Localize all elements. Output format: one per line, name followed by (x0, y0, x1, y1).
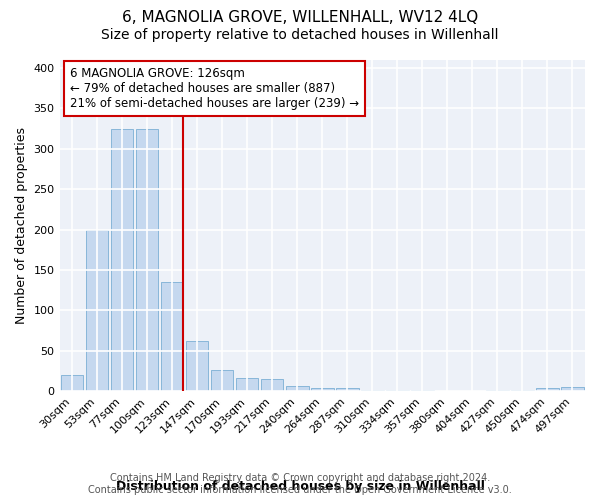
Y-axis label: Number of detached properties: Number of detached properties (15, 127, 28, 324)
Text: 6, MAGNOLIA GROVE, WILLENHALL, WV12 4LQ: 6, MAGNOLIA GROVE, WILLENHALL, WV12 4LQ (122, 10, 478, 25)
Bar (161, 282, 184, 391)
Bar (136, 128, 158, 391)
Text: Size of property relative to detached houses in Willenhall: Size of property relative to detached ho… (101, 28, 499, 42)
Bar (486, 390, 509, 391)
Bar (386, 390, 409, 391)
Bar (361, 390, 383, 391)
Bar (511, 390, 534, 391)
Bar (261, 379, 283, 391)
Bar (86, 230, 109, 391)
Bar (411, 390, 434, 391)
Bar (536, 388, 559, 391)
Bar (61, 375, 83, 391)
Bar (111, 128, 133, 391)
Bar (211, 370, 233, 391)
Bar (236, 378, 259, 391)
Text: Distribution of detached houses by size in Willenhall: Distribution of detached houses by size … (116, 480, 484, 493)
Bar (286, 386, 308, 391)
Text: 6 MAGNOLIA GROVE: 126sqm
← 79% of detached houses are smaller (887)
21% of semi-: 6 MAGNOLIA GROVE: 126sqm ← 79% of detach… (70, 66, 359, 110)
Text: Contains HM Land Registry data © Crown copyright and database right 2024.
Contai: Contains HM Land Registry data © Crown c… (88, 474, 512, 495)
Bar (186, 341, 208, 391)
Bar (561, 387, 584, 391)
Bar (336, 388, 359, 391)
Bar (311, 388, 334, 391)
